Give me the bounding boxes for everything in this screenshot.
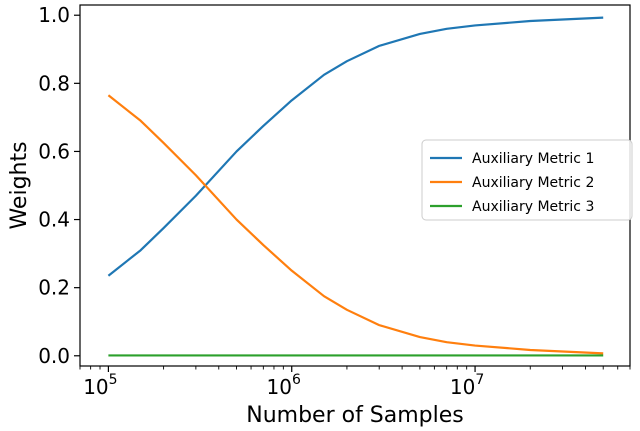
series-line-1 — [107, 16, 604, 277]
y-axis-ticks: 0.0 0.2 0.4 0.6 0.8 1.0 — [38, 3, 80, 368]
y-tick-label: 0.6 — [38, 139, 70, 163]
x-tick-label: 106 — [267, 372, 301, 399]
y-tick-label: 0.0 — [38, 344, 70, 368]
y-tick-label: 0.8 — [38, 71, 70, 95]
x-tick-exponent: 6 — [292, 372, 301, 388]
y-tick-label: 0.4 — [38, 208, 70, 232]
x-axis-ticks: 105 106 107 — [79, 366, 631, 399]
x-tick-exponent: 5 — [109, 372, 118, 388]
y-tick-label: 1.0 — [38, 3, 70, 27]
y-tick-label: 0.2 — [38, 276, 70, 300]
legend-label: Auxiliary Metric 2 — [472, 175, 594, 191]
y-axis-title: Weights — [7, 141, 32, 229]
legend-label: Auxiliary Metric 1 — [472, 151, 594, 167]
x-tick-label: 107 — [450, 372, 484, 399]
x-tick-exponent: 7 — [475, 372, 484, 388]
x-axis-title: Number of Samples — [246, 403, 464, 428]
x-tick-base: 10 — [83, 375, 108, 399]
x-tick-label: 105 — [83, 372, 117, 399]
legend: Auxiliary Metric 1 Auxiliary Metric 2 Auxi… — [421, 139, 633, 221]
legend-label: Auxiliary Metric 3 — [472, 199, 594, 215]
series-layer — [107, 16, 604, 357]
legend-box — [421, 139, 633, 221]
x-tick-base: 10 — [450, 375, 475, 399]
series-line-2 — [107, 94, 604, 355]
x-tick-base: 10 — [267, 375, 292, 399]
